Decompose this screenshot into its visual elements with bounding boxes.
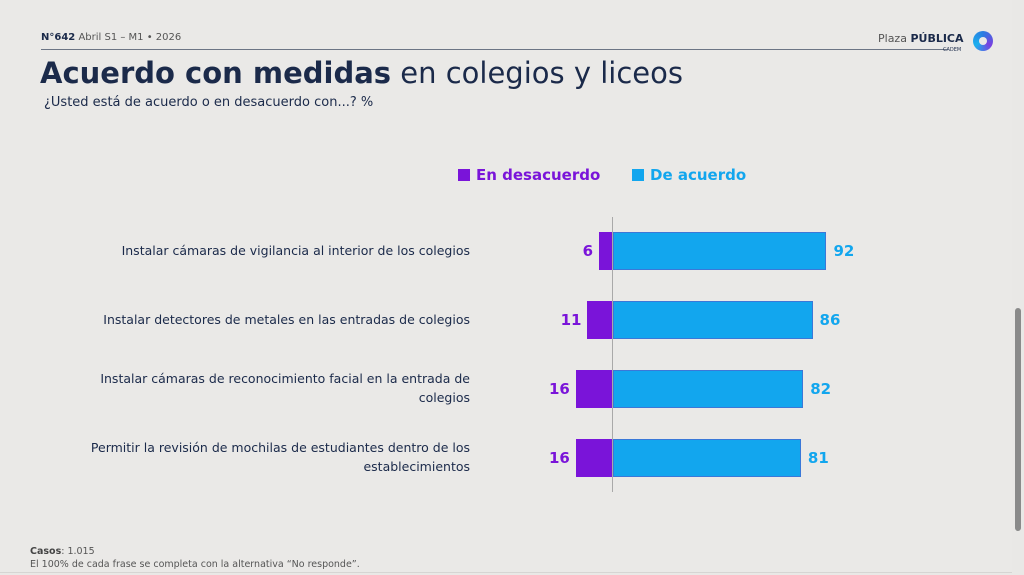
category-label: Instalar cámaras de vigilancia al interi…: [121, 242, 470, 258]
bar-agree: [613, 232, 827, 270]
category-label: Instalar detectores de metales en las en…: [103, 311, 470, 327]
legend-swatch-disagree: [458, 169, 470, 181]
legend-swatch-agree: [632, 169, 644, 181]
legend-label: De acuerdo: [650, 166, 747, 184]
logo: Plaza PÚBLICA: [878, 32, 964, 45]
value-label-disagree: 6: [582, 242, 594, 260]
zero-axis: [612, 217, 613, 492]
issue-date: Abril S1 – M1 • 2026: [78, 32, 182, 43]
cases-label: Casos: [30, 546, 62, 557]
value-label-agree: 86: [819, 311, 841, 329]
cases-value: : 1.015: [61, 546, 95, 557]
category-label: Instalar cámaras de reconocimiento facia…: [100, 371, 470, 405]
bar-disagree: [575, 370, 613, 408]
header-divider: [41, 49, 947, 50]
title-light: en colegios y liceos: [400, 56, 683, 90]
scrollbar[interactable]: [1015, 308, 1021, 531]
value-label-disagree: 11: [560, 311, 582, 329]
page-title: Acuerdo con medidas en colegios y liceos: [40, 56, 683, 90]
bar-disagree: [599, 232, 613, 270]
value-label-disagree: 16: [549, 380, 570, 398]
value-label-agree: 82: [810, 380, 832, 398]
bar-agree: [613, 370, 804, 408]
category-label: Permitir la revisión de mochilas de estu…: [90, 440, 470, 474]
bar-agree: [613, 301, 813, 339]
legend-item-agree: De acuerdo: [632, 166, 746, 184]
value-label-agree: 81: [807, 449, 829, 467]
logo-text-light: Plaza: [878, 32, 907, 45]
issue-number: N°642: [41, 32, 76, 43]
bar-disagree: [575, 439, 613, 477]
logo-text-bold: PÚBLICA: [910, 32, 964, 45]
footer-note: El 100% de cada frase se completa con la…: [30, 559, 360, 570]
footer: Casos: 1.015 El 100% de cada frase se co…: [30, 545, 360, 571]
bar-agree: [613, 439, 801, 477]
issue-info: N°642 Abril S1 – M1 • 2026: [41, 32, 181, 43]
logo-sub: CADEM: [943, 47, 962, 53]
bar-disagree: [587, 301, 613, 339]
subtitle: ¿Usted está de acuerdo o en desacuerdo c…: [44, 95, 374, 110]
value-label-disagree: 16: [549, 449, 570, 467]
value-label-agree: 92: [833, 242, 855, 260]
legend-item-disagree: En desacuerdo: [458, 166, 600, 184]
title-bold: Acuerdo con medidas: [40, 56, 392, 90]
logo-icon: [973, 31, 993, 51]
legend-label: En desacuerdo: [476, 166, 601, 184]
